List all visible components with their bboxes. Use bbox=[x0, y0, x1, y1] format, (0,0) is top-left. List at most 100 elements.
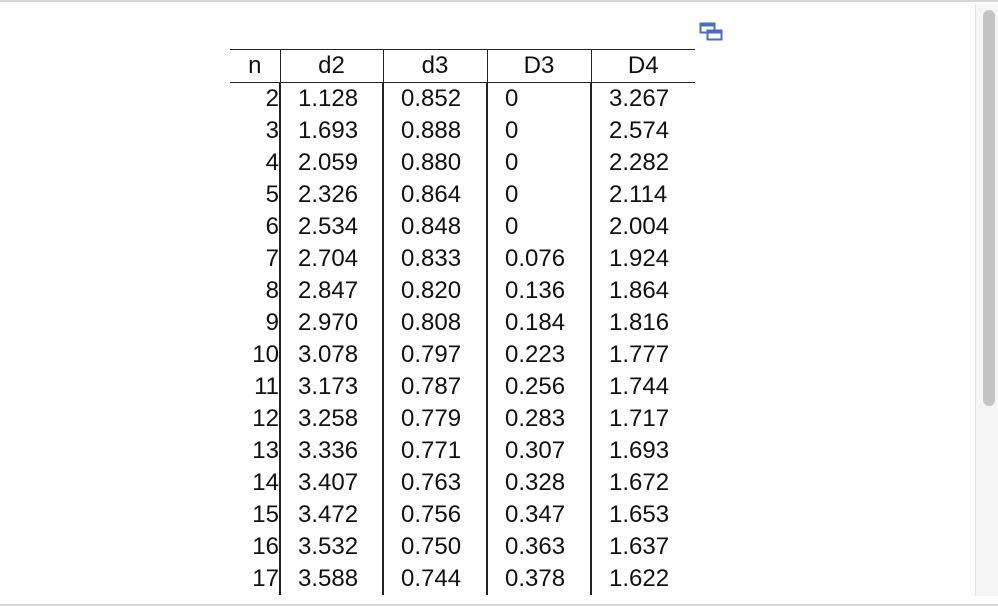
table-row: 11 3.173 0.787 0.256 1.744 bbox=[230, 371, 695, 403]
cell-D3: 0.136 bbox=[486, 275, 591, 307]
cell-n: 16 bbox=[252, 533, 279, 560]
column-header-n: n bbox=[230, 49, 280, 83]
table-row: 17 3.588 0.744 0.378 1.622 bbox=[230, 563, 695, 595]
table-row: 12 3.258 0.779 0.283 1.717 bbox=[230, 403, 695, 435]
cell-d2: 2.059 bbox=[279, 147, 383, 179]
table-row: 13 3.336 0.771 0.307 1.693 bbox=[230, 435, 695, 467]
cell-d3: 0.848 bbox=[382, 211, 487, 243]
cell-n: 8 bbox=[265, 277, 279, 304]
cell-D3: 0.347 bbox=[486, 499, 591, 531]
cell-d3: 0.833 bbox=[382, 243, 487, 275]
table-row: 4 2.059 0.880 0 2.282 bbox=[230, 147, 695, 179]
cell-D4: 1.744 bbox=[590, 371, 695, 403]
cell-n: 10 bbox=[252, 341, 279, 368]
cell-n: 12 bbox=[252, 405, 279, 432]
table-row: 5 2.326 0.864 0 2.114 bbox=[230, 179, 695, 211]
cell-D3: 0.307 bbox=[486, 435, 591, 467]
cell-D4: 2.574 bbox=[590, 115, 695, 147]
cell-D4: 1.864 bbox=[590, 275, 695, 307]
cell-D4: 1.777 bbox=[590, 339, 695, 371]
cell-D3: 0 bbox=[486, 147, 591, 179]
cell-D3: 0 bbox=[486, 115, 591, 147]
cell-d2: 3.258 bbox=[279, 403, 383, 435]
table-body: 2 1.128 0.852 0 3.267 3 1.693 0.888 0 2.574 4 2.059… bbox=[230, 82, 695, 595]
table-row: 7 2.704 0.833 0.076 1.924 bbox=[230, 243, 695, 275]
cell-D3: 0 bbox=[486, 82, 591, 115]
table-row: 8 2.847 0.820 0.136 1.864 bbox=[230, 275, 695, 307]
cell-d2: 3.173 bbox=[279, 371, 383, 403]
cell-d2: 2.970 bbox=[279, 307, 383, 339]
column-header-D4: D4 bbox=[590, 49, 695, 83]
cell-D3: 0.256 bbox=[486, 371, 591, 403]
cell-n: 5 bbox=[265, 181, 279, 208]
cell-d3: 0.852 bbox=[382, 82, 487, 115]
cell-D3: 0 bbox=[486, 179, 591, 211]
popout-window-icon[interactable] bbox=[699, 22, 723, 42]
cell-D3: 0.223 bbox=[486, 339, 591, 371]
table-header-row: n d2 d3 D3 D4 bbox=[230, 49, 695, 83]
cell-d3: 0.771 bbox=[382, 435, 487, 467]
cell-D4: 1.717 bbox=[590, 403, 695, 435]
cell-d2: 2.847 bbox=[279, 275, 383, 307]
cell-d2: 2.326 bbox=[279, 179, 383, 211]
cell-d3: 0.808 bbox=[382, 307, 487, 339]
cell-d2: 3.532 bbox=[279, 531, 383, 563]
cell-D3: 0.363 bbox=[486, 531, 591, 563]
cell-d3: 0.797 bbox=[382, 339, 487, 371]
cell-d2: 3.336 bbox=[279, 435, 383, 467]
cell-D3: 0.184 bbox=[486, 307, 591, 339]
table-row: 3 1.693 0.888 0 2.574 bbox=[230, 115, 695, 147]
cell-D4: 2.282 bbox=[590, 147, 695, 179]
cell-D3: 0.378 bbox=[486, 563, 591, 595]
cell-D4: 2.004 bbox=[590, 211, 695, 243]
cell-d2: 3.588 bbox=[279, 563, 383, 595]
column-header-D3: D3 bbox=[486, 49, 591, 83]
cell-d2: 1.693 bbox=[279, 115, 383, 147]
cell-d2: 3.078 bbox=[279, 339, 383, 371]
cell-d2: 3.472 bbox=[279, 499, 383, 531]
table-row: 10 3.078 0.797 0.223 1.777 bbox=[230, 339, 695, 371]
cell-n: 3 bbox=[265, 117, 279, 144]
cell-d3: 0.880 bbox=[382, 147, 487, 179]
cell-d2: 2.534 bbox=[279, 211, 383, 243]
table-row: 14 3.407 0.763 0.328 1.672 bbox=[230, 467, 695, 499]
cell-D4: 1.653 bbox=[590, 499, 695, 531]
cell-d3: 0.744 bbox=[382, 563, 487, 595]
cell-n: 13 bbox=[252, 437, 279, 464]
cell-D4: 1.816 bbox=[590, 307, 695, 339]
cell-d3: 0.787 bbox=[382, 371, 487, 403]
cell-n: 6 bbox=[265, 213, 279, 240]
column-header-d2: d2 bbox=[279, 49, 383, 83]
cell-d3: 0.756 bbox=[382, 499, 487, 531]
constants-table-wrapper: n d2 d3 D3 D4 2 1.128 0.852 0 3.267 3 1.693 0.8… bbox=[230, 49, 695, 595]
cell-n: 11 bbox=[254, 373, 279, 400]
cell-n: 7 bbox=[265, 245, 279, 272]
scrollbar-thumb[interactable] bbox=[983, 10, 995, 406]
table-row: 6 2.534 0.848 0 2.004 bbox=[230, 211, 695, 243]
cell-D4: 1.622 bbox=[590, 563, 695, 595]
cell-D4: 1.637 bbox=[590, 531, 695, 563]
cell-d3: 0.820 bbox=[382, 275, 487, 307]
cell-n: 2 bbox=[265, 85, 279, 112]
cell-n: 14 bbox=[252, 469, 279, 496]
cell-d3: 0.763 bbox=[382, 467, 487, 499]
cell-n: 9 bbox=[265, 309, 279, 336]
cell-d2: 1.128 bbox=[279, 82, 383, 115]
cell-d3: 0.864 bbox=[382, 179, 487, 211]
table-row: 15 3.472 0.756 0.347 1.653 bbox=[230, 499, 695, 531]
cell-d3: 0.888 bbox=[382, 115, 487, 147]
cell-D4: 1.924 bbox=[590, 243, 695, 275]
cell-D3: 0.328 bbox=[486, 467, 591, 499]
vertical-scrollbar[interactable] bbox=[975, 4, 998, 596]
cell-D4: 1.672 bbox=[590, 467, 695, 499]
cell-d2: 3.407 bbox=[279, 467, 383, 499]
cell-n: 15 bbox=[252, 501, 279, 528]
cell-D3: 0.076 bbox=[486, 243, 591, 275]
cell-n: 17 bbox=[252, 565, 279, 592]
control-chart-constants-table: n d2 d3 D3 D4 2 1.128 0.852 0 3.267 3 1.693 0.8… bbox=[230, 49, 695, 595]
cell-D4: 2.114 bbox=[590, 179, 695, 211]
cell-d2: 2.704 bbox=[279, 243, 383, 275]
cell-D4: 3.267 bbox=[590, 82, 695, 115]
column-header-d3: d3 bbox=[382, 49, 487, 83]
